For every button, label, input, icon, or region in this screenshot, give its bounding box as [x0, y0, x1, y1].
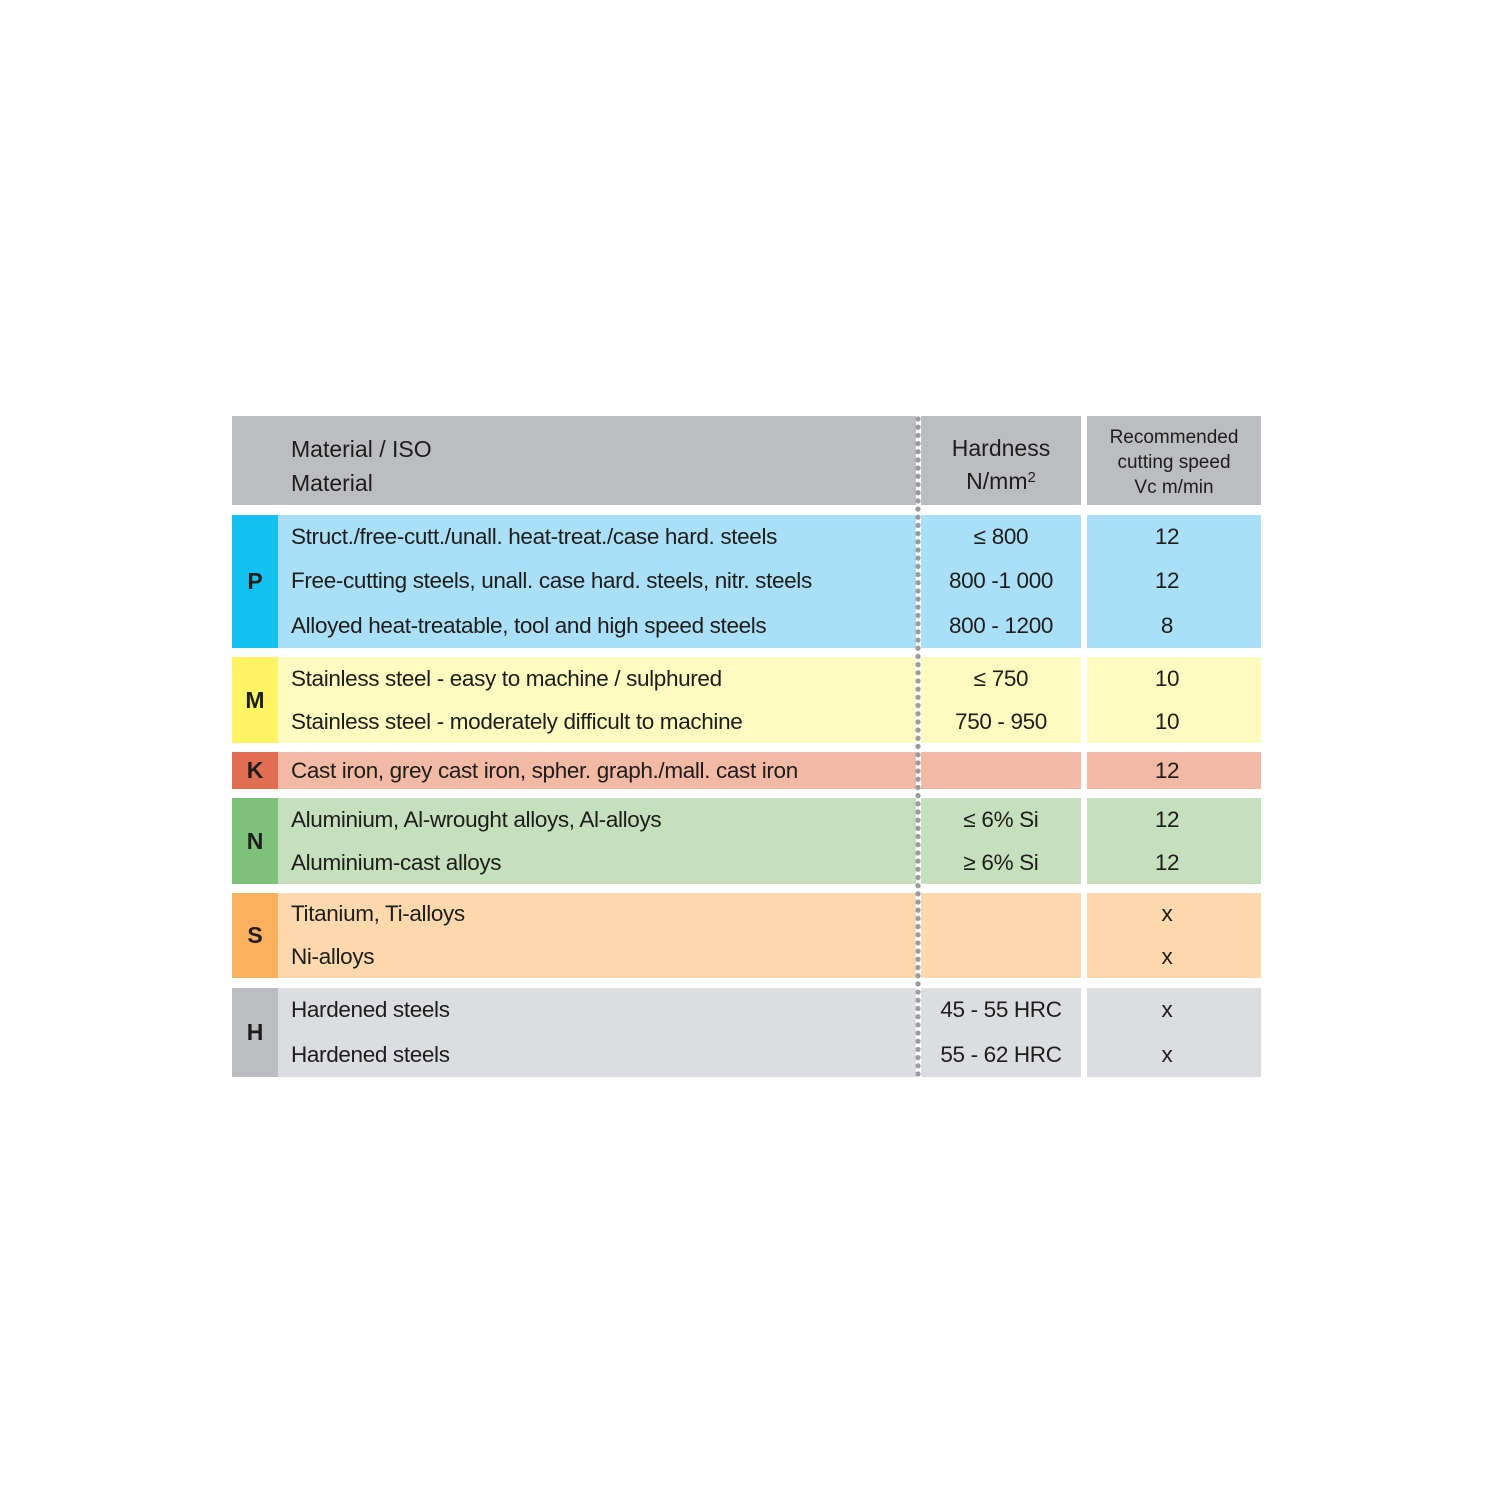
iso-letter: P	[232, 515, 278, 648]
header-material-line1: Material / ISO	[291, 436, 432, 462]
header-material: Material / ISO Material	[232, 416, 916, 505]
hardness-cell	[921, 752, 1081, 789]
iso-letter: S	[232, 893, 278, 978]
hardness-value: 45 - 55 HRC	[940, 997, 1062, 1023]
iso-letter: H	[232, 988, 278, 1077]
hardness-cell: ≤ 750 750 - 950	[921, 657, 1081, 743]
header-material-line2: Material	[291, 470, 373, 496]
material-cell: Aluminium, Al-wrought alloys, Al-alloys A…	[278, 798, 916, 884]
hardness-cell: ≤ 6% Si ≥ 6% Si	[921, 798, 1081, 884]
header-hardness: Hardness N/mm2	[921, 416, 1081, 505]
iso-group-h: H Hardened steels Hardened steels 45 - 55 H…	[232, 988, 1261, 1077]
material-name: Stainless steel - easy to machine / sulp…	[291, 665, 722, 691]
material-name: Hardened steels	[291, 997, 450, 1023]
header-hardness-line2: N/mm	[966, 468, 1028, 494]
hardness-value	[921, 752, 1081, 789]
hardness-cell: 45 - 55 HRC 55 - 62 HRC	[921, 988, 1081, 1077]
hardness-value: ≤ 800	[973, 524, 1029, 550]
dotted-divider	[915, 416, 921, 1077]
header-speed: Recommended cutting speed Vc m/min	[1087, 416, 1261, 505]
material-name: Alloyed heat-treatable, tool and high sp…	[291, 612, 767, 638]
iso-group-p: P Struct./free-cutt./unall. heat-treat./c…	[232, 515, 1261, 648]
iso-letter: N	[232, 798, 278, 884]
hardness-value: 800 - 1200	[948, 612, 1054, 638]
header-speed-line1: Recommended	[1109, 427, 1239, 448]
material-name: Aluminium-cast alloys	[291, 849, 502, 875]
header-hardness-line1: Hardness	[951, 435, 1051, 461]
hardness-value: 55 - 62 HRC	[940, 1041, 1062, 1067]
hardness-value: ≤ 750	[973, 665, 1029, 691]
material-name: Aluminium, Al-wrought alloys, Al-alloys	[291, 806, 662, 832]
speed-value: 12	[1154, 849, 1180, 875]
header-hardness-sup: 2	[1027, 469, 1036, 486]
hardness-value: 750 - 950	[955, 708, 1047, 734]
iso-group-k: K Cast iron, grey cast iron, spher. graph…	[232, 752, 1261, 789]
material-cell: Stainless steel - easy to machine / sulp…	[278, 657, 916, 743]
iso-group-s: S Titanium, Ti-alloys Ni-alloys x x	[232, 893, 1261, 978]
material-cell: Hardened steels Hardened steels	[278, 988, 916, 1077]
iso-letter: M	[232, 657, 278, 743]
material-name: Stainless steel - moderately difficult t…	[291, 708, 743, 734]
header-hardness-unit: N/mm2	[921, 463, 1081, 496]
speed-value: 8	[1160, 612, 1174, 638]
speed-value: x	[1161, 1041, 1173, 1067]
material-cell: Titanium, Ti-alloys Ni-alloys	[278, 893, 916, 978]
hardness-value: ≥ 6% Si	[963, 849, 1039, 875]
hardness-value: 800 -1 000	[948, 568, 1054, 594]
material-cell: Cast iron, grey cast iron, spher. graph.…	[278, 752, 916, 789]
hardness-value	[921, 936, 1081, 979]
hardness-value: ≤ 6% Si	[963, 806, 1039, 832]
hardness-cell	[921, 893, 1081, 978]
iso-group-m: M Stainless steel - easy to machine / sul…	[232, 657, 1261, 743]
speed-value: 12	[1154, 806, 1180, 832]
material-name: Struct./free-cutt./unall. heat-treat./ca…	[291, 524, 777, 550]
speed-cell: 12	[1087, 752, 1261, 789]
material-name: Titanium, Ti-alloys	[291, 901, 465, 927]
material-name: Ni-alloys	[291, 943, 375, 969]
speed-cell: 10 10	[1087, 657, 1261, 743]
material-name: Free-cutting steels, unall. case hard. s…	[291, 568, 812, 594]
speed-value: 10	[1154, 708, 1180, 734]
iso-group-n: N Aluminium, Al-wrought alloys, Al-alloys…	[232, 798, 1261, 884]
speed-value: 12	[1154, 757, 1180, 783]
hardness-cell: ≤ 800 800 -1 000 800 - 1200	[921, 515, 1081, 648]
material-name: Cast iron, grey cast iron, spher. graph.…	[291, 757, 798, 783]
speed-value: 12	[1154, 524, 1180, 550]
header-speed-line3: Vc m/min	[1134, 477, 1214, 498]
material-name: Hardened steels	[291, 1041, 450, 1067]
speed-value: x	[1161, 997, 1173, 1023]
header-speed-line2: cutting speed	[1117, 452, 1231, 473]
iso-letter: K	[232, 752, 278, 789]
speed-cell: 12 12	[1087, 798, 1261, 884]
hardness-value	[921, 893, 1081, 936]
speed-value: 10	[1154, 665, 1180, 691]
speed-cell: 12 12 8	[1087, 515, 1261, 648]
speed-value: x	[1161, 943, 1173, 969]
speed-value: 12	[1154, 568, 1180, 594]
speed-value: x	[1161, 901, 1173, 927]
material-cell: Struct./free-cutt./unall. heat-treat./ca…	[278, 515, 916, 648]
